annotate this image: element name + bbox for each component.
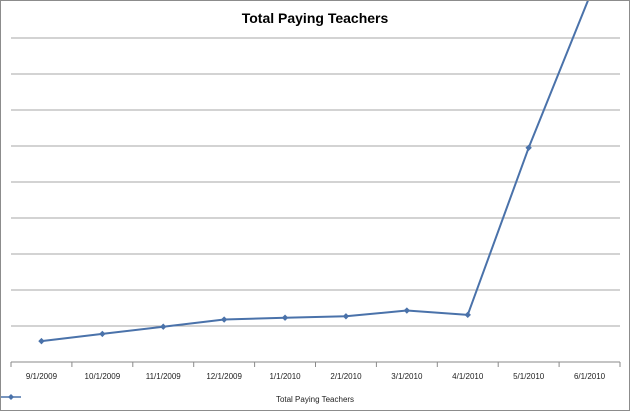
data-point	[220, 316, 228, 323]
x-tick-label: 12/1/2009	[206, 372, 242, 381]
data-point	[160, 323, 167, 330]
x-tick-label: 3/1/2010	[391, 372, 423, 381]
data-point	[403, 307, 411, 314]
x-tick-label: 9/1/2009	[26, 372, 58, 381]
x-tick-label: 4/1/2010	[452, 372, 484, 381]
data-point	[99, 330, 106, 338]
series-line	[41, 1, 589, 343]
data-point	[342, 313, 350, 320]
legend-marker	[1, 394, 21, 400]
data-point	[281, 314, 289, 321]
legend-label: Total Paying Teachers	[275, 394, 355, 404]
x-tick-label: 6/1/2010	[574, 372, 606, 381]
data-point	[464, 311, 471, 319]
data-point	[525, 144, 532, 151]
x-tick-label: 2/1/2010	[330, 372, 362, 381]
legend: Total Paying Teachers	[1, 393, 629, 405]
x-tick-label: 10/1/2009	[85, 372, 121, 381]
x-tick-label: 5/1/2010	[513, 372, 545, 381]
x-tick-label: 11/1/2009	[146, 372, 182, 381]
data-point	[38, 337, 45, 345]
x-tick-label: 1/1/2010	[269, 372, 301, 381]
chart-title: Total Paying Teachers	[241, 10, 389, 26]
